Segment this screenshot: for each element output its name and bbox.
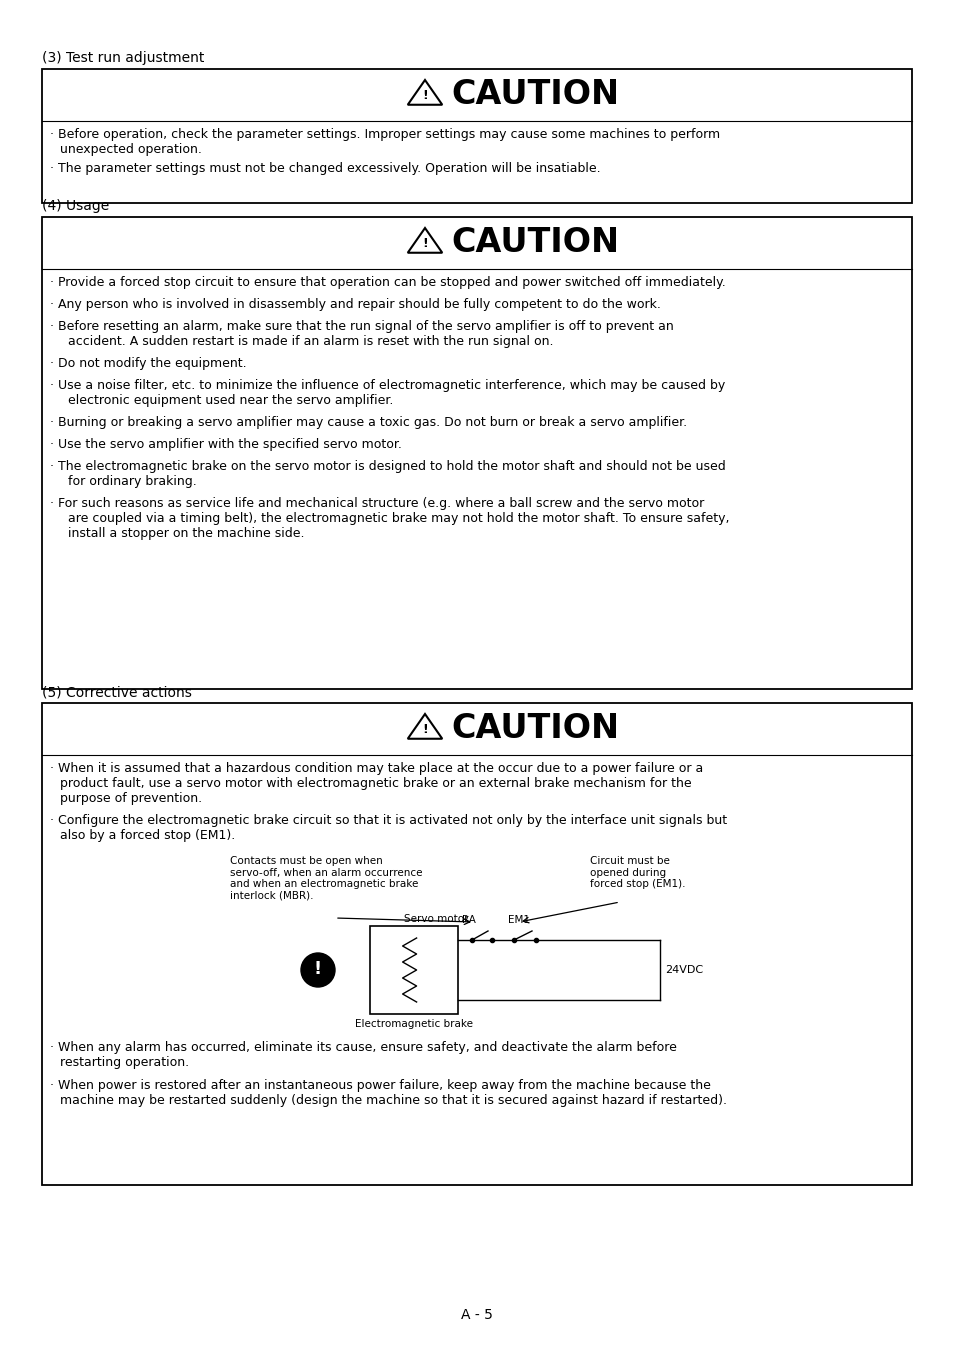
Text: product fault, use a servo motor with electromagnetic brake or an external brake: product fault, use a servo motor with el…: [60, 778, 691, 790]
Text: accident. A sudden restart is made if an alarm is reset with the run signal on.: accident. A sudden restart is made if an…: [60, 335, 553, 348]
Text: (3) Test run adjustment: (3) Test run adjustment: [42, 51, 204, 65]
Text: · Use a noise filter, etc. to minimize the influence of electromagnetic interfer: · Use a noise filter, etc. to minimize t…: [50, 379, 724, 391]
Text: · Burning or breaking a servo amplifier may cause a toxic gas. Do not burn or br: · Burning or breaking a servo amplifier …: [50, 416, 686, 429]
Text: !: !: [421, 238, 428, 250]
Text: !: !: [421, 724, 428, 736]
Text: · When power is restored after an instantaneous power failure, keep away from th: · When power is restored after an instan…: [50, 1079, 710, 1092]
Text: (5) Corrective actions: (5) Corrective actions: [42, 684, 192, 699]
Text: are coupled via a timing belt), the electromagnetic brake may not hold the motor: are coupled via a timing belt), the elec…: [60, 512, 729, 540]
Text: EM1: EM1: [507, 915, 530, 925]
Text: · The electromagnetic brake on the servo motor is designed to hold the motor sha: · The electromagnetic brake on the servo…: [50, 460, 725, 472]
Text: restarting operation.: restarting operation.: [60, 1056, 189, 1069]
Text: · The parameter settings must not be changed excessively. Operation will be insa: · The parameter settings must not be cha…: [50, 162, 600, 176]
Text: RA: RA: [461, 915, 476, 925]
Text: for ordinary braking.: for ordinary braking.: [60, 475, 196, 487]
Text: · When any alarm has occurred, eliminate its cause, ensure safety, and deactivat: · When any alarm has occurred, eliminate…: [50, 1041, 677, 1054]
Text: Circuit must be
opened during
forced stop (EM1).: Circuit must be opened during forced sto…: [589, 856, 685, 890]
Text: · Configure the electromagnetic brake circuit so that it is activated not only b: · Configure the electromagnetic brake ci…: [50, 814, 726, 828]
Text: also by a forced stop (EM1).: also by a forced stop (EM1).: [60, 829, 235, 842]
Text: CAUTION: CAUTION: [451, 711, 618, 744]
Text: machine may be restarted suddenly (design the machine so that it is secured agai: machine may be restarted suddenly (desig…: [60, 1094, 726, 1107]
Text: · Any person who is involved in disassembly and repair should be fully competent: · Any person who is involved in disassem…: [50, 298, 660, 311]
Bar: [42, 69, 911, 202]
Text: CAUTION: CAUTION: [451, 77, 618, 111]
Circle shape: [301, 953, 335, 987]
Text: unexpected operation.: unexpected operation.: [60, 143, 202, 157]
Bar: [42, 703, 911, 1185]
Bar: [370, 926, 457, 1014]
Text: purpose of prevention.: purpose of prevention.: [60, 792, 202, 805]
Text: electronic equipment used near the servo amplifier.: electronic equipment used near the servo…: [60, 394, 393, 406]
Text: Servo motor: Servo motor: [403, 914, 468, 923]
Text: Contacts must be open when
servo-off, when an alarm occurrence
and when an elect: Contacts must be open when servo-off, wh…: [230, 856, 422, 900]
Text: · When it is assumed that a hazardous condition may take place at the occur due : · When it is assumed that a hazardous co…: [50, 761, 702, 775]
Text: CAUTION: CAUTION: [451, 225, 618, 258]
Text: 24VDC: 24VDC: [664, 965, 702, 975]
Text: · For such reasons as service life and mechanical structure (e.g. where a ball s: · For such reasons as service life and m…: [50, 497, 703, 510]
Text: · Provide a forced stop circuit to ensure that operation can be stopped and powe: · Provide a forced stop circuit to ensur…: [50, 275, 725, 289]
Bar: [42, 217, 911, 688]
Text: Electromagnetic brake: Electromagnetic brake: [355, 1019, 473, 1029]
Text: · Before resetting an alarm, make sure that the run signal of the servo amplifie: · Before resetting an alarm, make sure t…: [50, 320, 673, 333]
Text: !: !: [421, 89, 428, 103]
Text: A - 5: A - 5: [460, 1308, 493, 1322]
Text: (4) Usage: (4) Usage: [42, 198, 110, 213]
Text: · Do not modify the equipment.: · Do not modify the equipment.: [50, 356, 247, 370]
Text: · Before operation, check the parameter settings. Improper settings may cause so: · Before operation, check the parameter …: [50, 128, 720, 140]
Text: !: !: [314, 960, 322, 977]
Text: · Use the servo amplifier with the specified servo motor.: · Use the servo amplifier with the speci…: [50, 437, 401, 451]
